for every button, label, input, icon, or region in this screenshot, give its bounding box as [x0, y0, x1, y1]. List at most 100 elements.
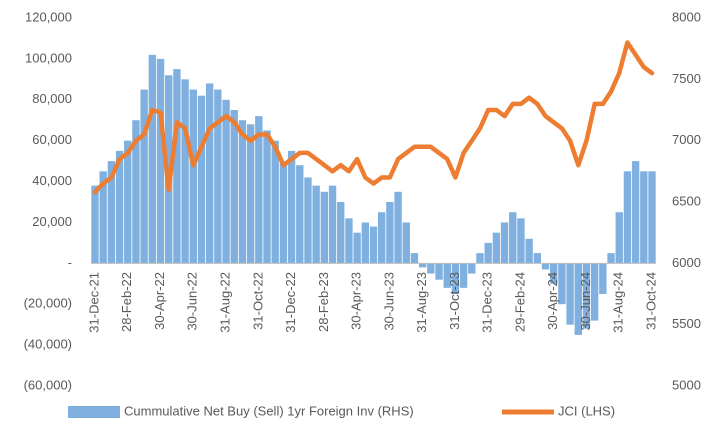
bar — [263, 130, 271, 264]
bar — [304, 177, 312, 264]
y-tick-label: (40,000) — [24, 337, 72, 352]
bar — [459, 263, 468, 288]
bar — [451, 263, 460, 294]
y-tick-label: 60,000 — [32, 132, 72, 147]
x-tick-label: 30-Jun-23 — [381, 272, 396, 331]
bar — [525, 238, 533, 264]
bar — [443, 263, 451, 288]
bar — [271, 140, 279, 264]
bar — [492, 232, 501, 264]
y-tick-label: 100,000 — [25, 50, 72, 65]
bar — [517, 218, 525, 264]
bar — [427, 263, 435, 274]
bar — [500, 222, 509, 264]
bar — [484, 242, 492, 264]
bar — [566, 263, 574, 325]
bar — [345, 218, 353, 264]
x-tick-label: 29-Feb-24 — [512, 272, 527, 332]
bar — [476, 253, 484, 264]
x-tick-label: 30-Jun-22 — [185, 272, 200, 331]
bar — [558, 263, 566, 305]
bar — [156, 58, 165, 264]
bar — [418, 263, 427, 268]
bar — [468, 263, 476, 274]
bar — [435, 263, 443, 280]
bar — [574, 263, 582, 335]
bar — [246, 124, 255, 264]
bar — [115, 150, 124, 264]
y2-tick-label: 6000 — [672, 255, 701, 270]
bar — [107, 161, 116, 264]
bar — [255, 116, 263, 264]
x-tick-label: 28-Feb-22 — [119, 272, 134, 332]
y-tick-label: - — [68, 255, 72, 270]
legend-label: JCI (LHS) — [558, 403, 615, 418]
bar — [337, 202, 345, 264]
bar — [582, 263, 591, 329]
x-tick-label: 31-Dec-22 — [283, 272, 298, 333]
y2-tick-label: 6500 — [672, 193, 701, 208]
bar — [320, 191, 329, 264]
y2-tick-label: 7000 — [672, 132, 701, 147]
bar — [410, 253, 419, 264]
bar — [181, 79, 189, 264]
x-tick-label: 31-Aug-24 — [611, 272, 626, 333]
x-tick-label: 31-Oct-23 — [447, 272, 462, 330]
y-tick-label: (60,000) — [24, 377, 72, 392]
bar — [222, 99, 230, 264]
y-tick-label: 40,000 — [32, 173, 72, 188]
bar — [230, 110, 238, 264]
bar — [173, 69, 181, 264]
y-tick-label: (20,000) — [24, 296, 72, 311]
bar — [640, 171, 648, 264]
bar — [533, 253, 542, 264]
legend-swatch — [68, 406, 120, 418]
y-tick-label: 80,000 — [32, 91, 72, 106]
bar — [394, 191, 402, 264]
x-tick-label: 31-Aug-23 — [414, 272, 429, 333]
x-tick-label: 31-Oct-24 — [643, 272, 658, 330]
bar — [205, 83, 214, 264]
bar — [124, 140, 132, 264]
y-tick-label: 20,000 — [32, 214, 72, 229]
bar — [99, 171, 107, 264]
y2-tick-label: 5500 — [672, 316, 701, 331]
x-tick-label: 28-Feb-23 — [316, 272, 331, 332]
x-tick-label: 31-Dec-23 — [480, 272, 495, 333]
bar — [287, 150, 296, 264]
bar — [599, 263, 607, 294]
bar — [279, 161, 288, 264]
x-tick-label: 30-Apr-23 — [349, 272, 364, 330]
bar — [541, 263, 550, 270]
x-tick-label: 31-Oct-22 — [250, 272, 265, 330]
bar — [238, 120, 247, 264]
bar — [590, 263, 599, 321]
bar — [369, 226, 378, 264]
bar — [402, 222, 410, 264]
bar — [607, 253, 615, 264]
bar — [648, 171, 656, 264]
y2-tick-label: 8000 — [672, 9, 701, 24]
x-tick-label: 31-Dec-21 — [86, 272, 101, 333]
bar — [148, 54, 157, 264]
bar — [361, 222, 369, 264]
bar — [631, 161, 640, 264]
bar — [550, 263, 558, 284]
bar — [296, 165, 304, 264]
y2-tick-label: 5000 — [672, 377, 701, 392]
x-tick-label: 30-Apr-22 — [152, 272, 167, 330]
bar — [132, 120, 140, 264]
bar — [509, 212, 517, 264]
bar — [189, 89, 197, 264]
bar — [197, 95, 206, 264]
bar — [615, 212, 623, 264]
bar — [312, 185, 320, 264]
bar — [378, 212, 386, 264]
x-tick-label: 31-Aug-22 — [217, 272, 232, 333]
legend-label: Cummulative Net Buy (Sell) 1yr Foreign I… — [124, 403, 414, 418]
bar — [91, 185, 99, 264]
bar — [353, 232, 361, 264]
line — [92, 40, 655, 195]
bar — [328, 185, 337, 264]
